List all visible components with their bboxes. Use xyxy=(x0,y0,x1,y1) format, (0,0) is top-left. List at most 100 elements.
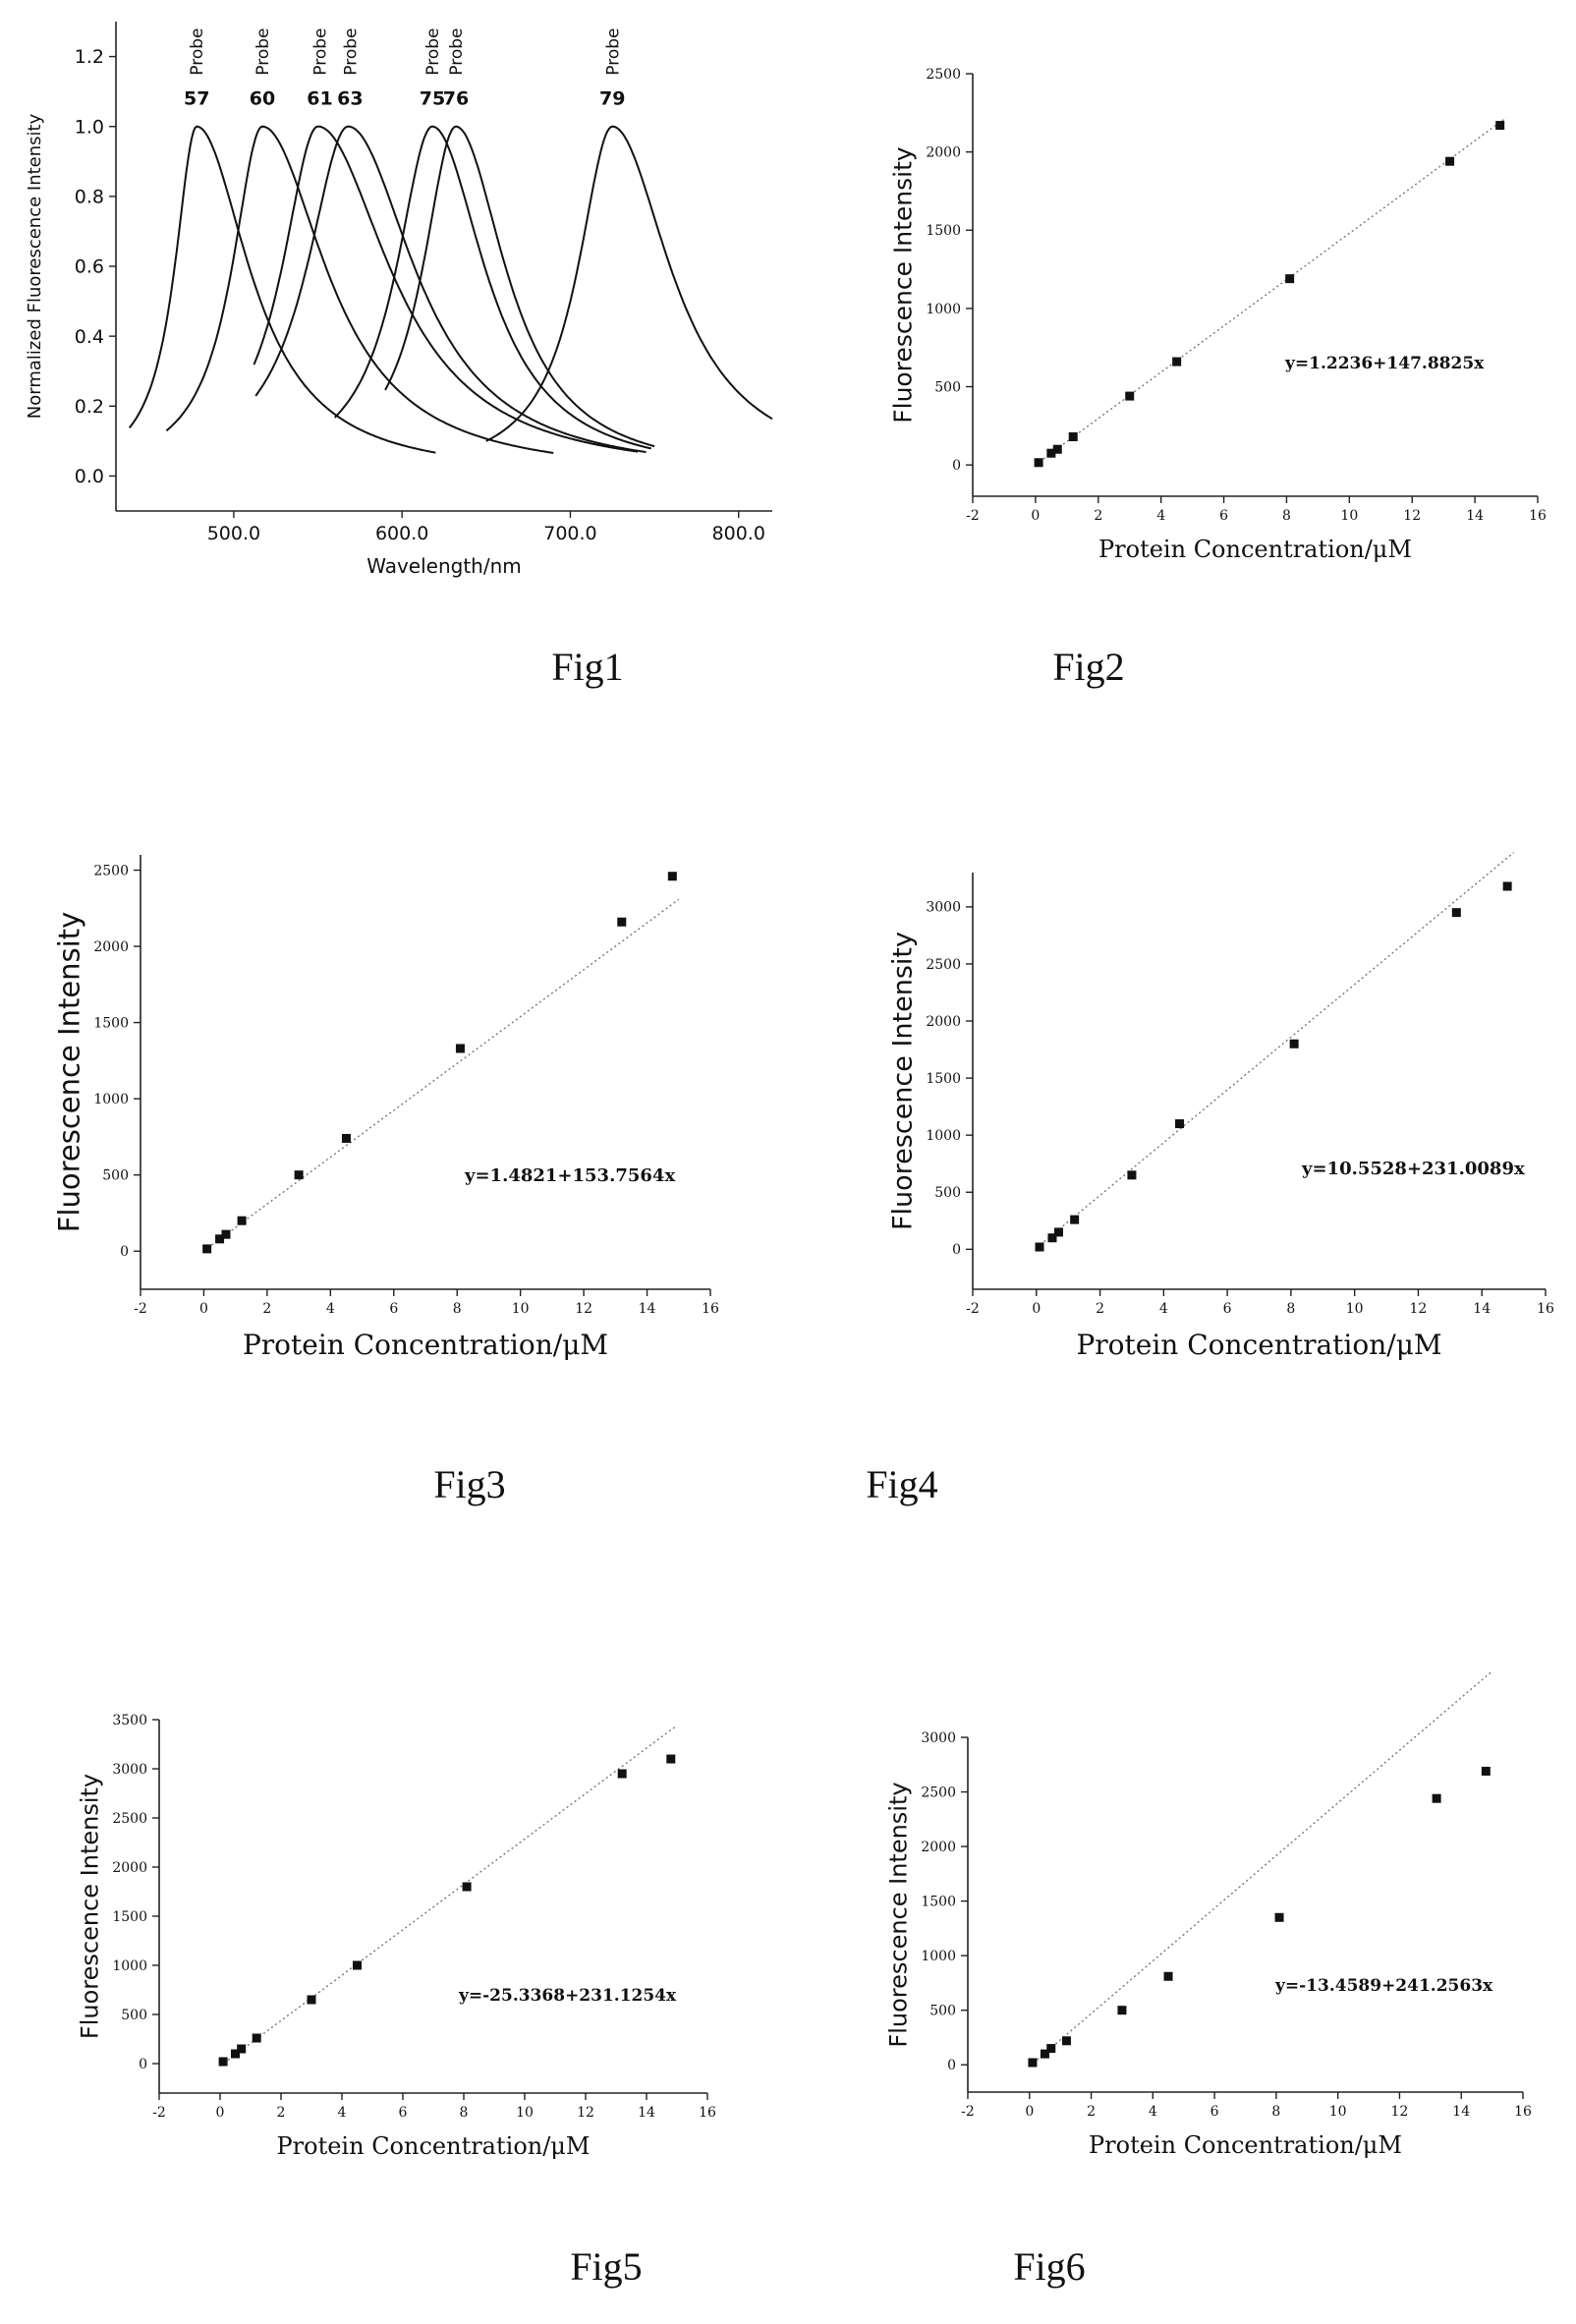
fig4-x-tick-label: 4 xyxy=(1159,1301,1168,1317)
fig3-x-tick-label: 12 xyxy=(575,1301,592,1317)
fig4-data-point xyxy=(1047,1233,1057,1243)
fig5-x-tick-label: 2 xyxy=(277,2105,286,2121)
fig2-y-tick-label: 500 xyxy=(934,379,961,395)
fig1-y-tick-label: 1.0 xyxy=(75,116,104,138)
fig6-y-tick-label: 3000 xyxy=(921,1730,956,1746)
fig1-x-tick-label: 500.0 xyxy=(207,523,260,544)
fig4-data-point xyxy=(1053,1227,1063,1237)
fig3-caption: Fig3 xyxy=(433,1462,505,1506)
fig4-y-tick-label: 2500 xyxy=(926,957,961,973)
fig3-data-point xyxy=(455,1044,465,1053)
fig4-data-point xyxy=(1070,1215,1080,1224)
fig4-data-point xyxy=(1451,908,1461,918)
fig6-x-tick-label: 10 xyxy=(1329,2104,1347,2120)
fig4-data-point xyxy=(1502,881,1512,891)
fig6-data-point xyxy=(1163,1971,1173,1981)
fig1-series-probe-text-63: Probe xyxy=(341,28,361,75)
fig1-y-tick-label: 0.4 xyxy=(75,326,104,348)
fig3-x-axis-label: Protein Concentration/μM xyxy=(243,1329,608,1361)
fig5-y-tick-label: 1000 xyxy=(112,1958,147,1974)
fig3-x-tick-label: 14 xyxy=(639,1301,656,1317)
fig1-series-probe-text-57: Probe xyxy=(188,28,207,75)
fig6-data-point xyxy=(1481,1766,1491,1776)
fig4-y-tick-label: 1500 xyxy=(926,1071,961,1087)
fig3-data-point xyxy=(202,1244,212,1254)
fig5-fit-equation: y=-25.3368+231.1254x xyxy=(458,1986,677,2006)
fig5-caption: Fig5 xyxy=(570,2244,642,2289)
fig3-data-point xyxy=(221,1229,231,1239)
fig2-data-point xyxy=(1046,448,1056,458)
fig1-x-tick-label: 700.0 xyxy=(543,523,596,544)
fig3-fit-equation: y=1.4821+153.7564x xyxy=(464,1165,675,1186)
fig3-data-point xyxy=(667,872,677,881)
fig5-data-point xyxy=(218,2057,228,2067)
fig3-y-tick-label: 1000 xyxy=(93,1092,129,1107)
fig2-fit-equation: y=1.2236+147.8825x xyxy=(1284,354,1485,373)
fig5-y-tick-label: 2500 xyxy=(112,1811,147,1827)
fig3-y-tick-label: 2500 xyxy=(93,863,129,879)
fig6-y-tick-label: 1500 xyxy=(921,1895,956,1910)
fig6-y-tick-label: 0 xyxy=(947,2058,956,2073)
fig1-series-probe-60 xyxy=(165,125,554,454)
fig3-y-tick-label: 1500 xyxy=(93,1015,129,1031)
fig3-fit-line xyxy=(203,898,680,1252)
fig3-x-tick-label: 2 xyxy=(262,1301,271,1317)
fig4-data-point xyxy=(1035,1242,1044,1252)
fig1-x-tick-label: 600.0 xyxy=(375,523,428,544)
fig6-x-tick-label: 16 xyxy=(1514,2104,1532,2120)
fig5-data-point xyxy=(666,1754,676,1764)
fig2-x-tick-label: -2 xyxy=(966,508,980,524)
fig1-series-probe-text-79: Probe xyxy=(603,28,623,75)
fig2-y-tick-label: 1000 xyxy=(926,302,961,317)
fig2-y-tick-label: 2500 xyxy=(926,67,961,83)
fig1-series-probe-text-60: Probe xyxy=(253,28,273,75)
fig6-data-point xyxy=(1117,2006,1127,2015)
fig5-y-tick-label: 2000 xyxy=(112,1860,147,1876)
fig6-x-tick-label: 4 xyxy=(1149,2104,1157,2120)
fig4-x-axis-label: Protein Concentration/μM xyxy=(1076,1329,1441,1361)
fig6-caption: Fig6 xyxy=(1013,2244,1085,2289)
fig1-y-axis-label: Normalized Fluorescence Intensity xyxy=(25,113,45,419)
fig1-series-label-79: 79 xyxy=(599,88,625,110)
fig1-series-probe-text-75: Probe xyxy=(423,28,443,75)
fig5-data-point xyxy=(237,2044,247,2054)
fig2-x-axis-label: Protein Concentration/μM xyxy=(1098,536,1412,563)
fig6-data-point xyxy=(1274,1912,1284,1922)
fig2-chart: -2 0 2 4 6 8 10 12 14 16 0 500 1000 1500 2000 2500 Prote… xyxy=(888,67,1547,689)
fig3-x-tick-label: 8 xyxy=(453,1301,462,1317)
fig4-caption: Fig4 xyxy=(866,1462,937,1506)
fig2-data-point xyxy=(1495,121,1505,131)
fig1-series-probe-61 xyxy=(253,125,639,453)
fig3-data-point xyxy=(341,1133,351,1143)
fig3-data-point xyxy=(215,1234,225,1244)
fig1-y-tick-label: 0.8 xyxy=(75,187,104,208)
fig1-series-label-61: 61 xyxy=(307,88,332,110)
fig4-fit-equation: y=10.5528+231.0089x xyxy=(1301,1159,1525,1179)
fig4-x-tick-label: 2 xyxy=(1096,1301,1104,1317)
fig5-x-tick-label: 6 xyxy=(399,2105,408,2121)
fig1-series-label-76: 76 xyxy=(443,88,469,110)
fig6-y-tick-label: 2500 xyxy=(921,1785,956,1800)
fig5-fit-line xyxy=(219,1725,678,2068)
fig6-data-point xyxy=(1040,2049,1049,2059)
fig1-y-tick-label: 0.2 xyxy=(75,396,104,418)
fig6-data-point xyxy=(1046,2044,1056,2054)
fig5-x-tick-label: 12 xyxy=(577,2105,594,2121)
fig6-y-tick-label: 2000 xyxy=(921,1840,956,1855)
fig2-data-point xyxy=(1285,274,1295,284)
fig6-data-point xyxy=(1061,2036,1071,2046)
fig6-y-tick-label: 1000 xyxy=(921,1949,956,1964)
fig2-x-tick-label: 10 xyxy=(1340,508,1358,524)
fig3-x-tick-label: 0 xyxy=(199,1301,208,1317)
fig2-x-tick-label: 2 xyxy=(1094,508,1102,524)
fig3-data-point xyxy=(237,1216,247,1225)
fig2-data-point xyxy=(1172,357,1182,367)
fig5-data-point xyxy=(462,1882,472,1892)
fig3-x-tick-label: 6 xyxy=(389,1301,398,1317)
fig3-data-point xyxy=(294,1170,304,1180)
fig5-data-point xyxy=(617,1769,627,1779)
fig1-x-tick-label: 800.0 xyxy=(712,523,765,544)
fig4-x-tick-label: 14 xyxy=(1473,1301,1491,1317)
fig4-y-tick-label: 3000 xyxy=(926,900,961,916)
